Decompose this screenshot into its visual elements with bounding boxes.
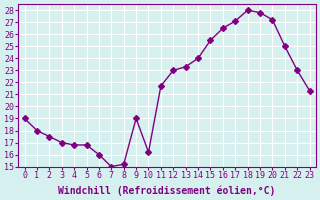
X-axis label: Windchill (Refroidissement éolien,°C): Windchill (Refroidissement éolien,°C) (58, 185, 276, 196)
